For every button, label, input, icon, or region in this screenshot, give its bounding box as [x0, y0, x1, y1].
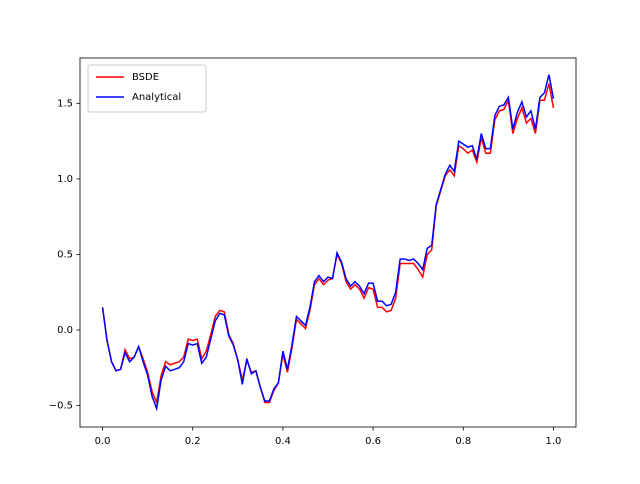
- x-tick-label: 0.4: [275, 436, 291, 447]
- x-tick-label: 0.6: [365, 436, 381, 447]
- y-tick-label: 1.0: [57, 174, 73, 185]
- y-tick-label: −0.5: [49, 401, 73, 412]
- y-tick-label: 0.5: [57, 249, 73, 260]
- x-tick-label: 0.8: [455, 436, 471, 447]
- x-tick-label: 0.2: [185, 436, 201, 447]
- y-tick-label: 1.5: [57, 98, 73, 109]
- x-tick-label: 1.0: [546, 436, 562, 447]
- x-tick-label: 0.0: [95, 436, 111, 447]
- line: [101, 74, 555, 412]
- axes-frame: [79, 57, 577, 428]
- y-tick-label: 0.0: [57, 325, 73, 336]
- legend-label: BSDE: [132, 72, 159, 83]
- legend-label: Analytical: [132, 92, 181, 103]
